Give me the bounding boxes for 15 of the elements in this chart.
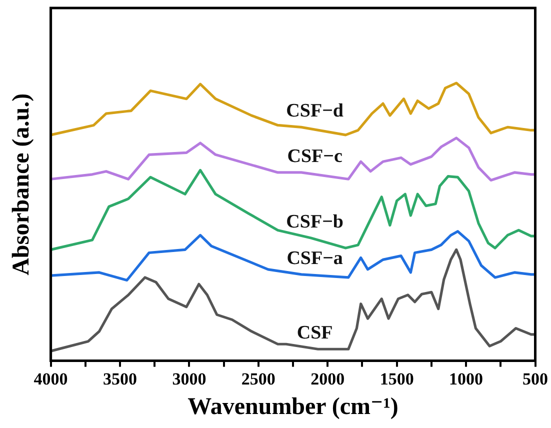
x-axis-title: Wavenumber (cm⁻¹) (188, 394, 398, 420)
y-axis-title: Absorbance (a.u.) (8, 93, 35, 276)
series-label: CSF−c (287, 146, 342, 167)
x-tick-label: 1500 (380, 369, 414, 388)
x-tick-label: 3500 (103, 369, 138, 388)
series-label: CSF−b (286, 211, 344, 232)
x-tick-label: 4000 (34, 369, 68, 388)
series-label: CSF−d (286, 100, 344, 122)
x-tick-label: 3000 (172, 369, 206, 388)
x-tick-label: 1000 (449, 369, 484, 388)
x-tick-label: 500 (522, 369, 548, 388)
series-label: CSF (296, 322, 333, 344)
x-tick-label: 2500 (241, 369, 276, 388)
series-label: CSF−a (286, 248, 344, 269)
x-tick-label: 2000 (310, 369, 345, 388)
